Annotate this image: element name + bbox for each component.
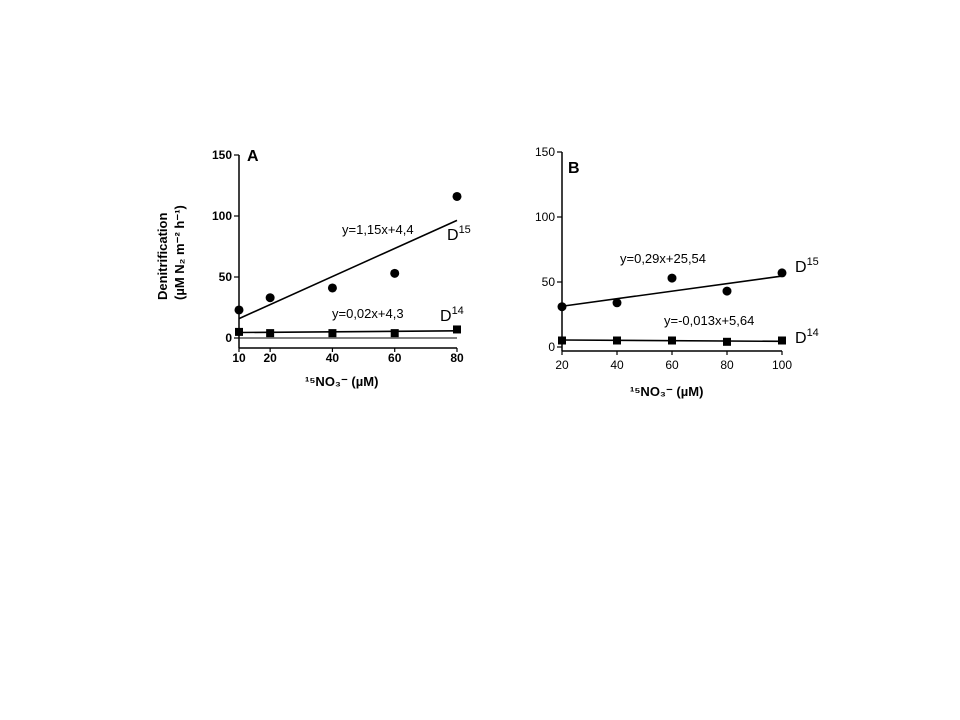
panel-a-d14-fit-line xyxy=(238,330,458,334)
panel-b-d15-point xyxy=(722,286,732,296)
panel-a-ytick-label: 100 xyxy=(212,209,232,223)
panel-a-d14-point xyxy=(328,329,337,338)
panel-a-xtick-label: 80 xyxy=(450,351,464,365)
panel-a-d15-point xyxy=(265,293,275,303)
panel-b-d14-point xyxy=(558,336,566,345)
panel-b-d15-equation: y=0,29x+25,54 xyxy=(620,251,706,266)
panel-b-d15-label: D15 xyxy=(795,256,819,276)
panel-a-d15-equation: y=1,15x+4,4 xyxy=(342,222,414,237)
panel-b-xtick-label: 80 xyxy=(720,358,734,372)
panel-b-ytick-label: 50 xyxy=(542,275,556,289)
panel-a-d15-point xyxy=(390,268,400,278)
panel-b-xtick-label: 40 xyxy=(610,358,624,372)
panel-a-d14-point xyxy=(390,329,399,338)
panel-b-d15-point xyxy=(557,302,567,312)
panel-a-d14-equation: y=0,02x+4,3 xyxy=(332,306,404,321)
panel-a-xtick-label: 20 xyxy=(263,351,277,365)
panel-b-xtick-label: 100 xyxy=(772,358,792,372)
panel-a-d14-point xyxy=(235,327,243,336)
panel-a-ytick-label: 0 xyxy=(225,331,232,345)
panel-a-xlabel: ¹⁵NO₃⁻ (µM) xyxy=(305,374,378,389)
panel-a-ytick-label: 150 xyxy=(212,148,232,162)
panel-b-d14-equation: y=-0,013x+5,64 xyxy=(664,313,754,328)
panel-a-d14-label: D14 xyxy=(440,305,464,325)
panel-a-d15-point xyxy=(452,191,462,201)
panel-b-xtick-label: 20 xyxy=(555,358,569,372)
panel-a-ytick-label: 50 xyxy=(219,270,233,284)
panel-a-xtick-label: 10 xyxy=(232,351,246,365)
panel-b-d15-point xyxy=(612,298,622,308)
panel-b-d15-point xyxy=(777,268,787,278)
panel-b-xtick-label: 60 xyxy=(665,358,679,372)
panel-b-ytick-label: 150 xyxy=(535,145,555,159)
panel-a: A Denitrification (µM N₂ m⁻² h⁻¹) ¹⁵NO₃⁻… xyxy=(155,148,471,389)
panel-a-d15-label: D15 xyxy=(447,224,471,244)
panel-b-ytick-label: 100 xyxy=(535,210,555,224)
panel-b-d14-label: D14 xyxy=(795,327,819,347)
panel-a-d15-point xyxy=(234,305,244,315)
panel-a-label: A xyxy=(247,148,259,165)
panel-a-ylabel-line1: Denitrification xyxy=(155,213,170,300)
panel-b: B ¹⁵NO₃⁻ (µM) 0 50 100 150 20 40 60 80 100 y=0,29… xyxy=(535,145,819,399)
panel-b-d14-point xyxy=(778,336,786,345)
panel-a-d14-point xyxy=(266,329,275,338)
panel-a-d14-point xyxy=(453,325,461,334)
panel-a-xtick-label: 60 xyxy=(388,351,402,365)
panel-a-ylabel-line2: (µM N₂ m⁻² h⁻¹) xyxy=(172,205,187,300)
panel-b-xlabel: ¹⁵NO₃⁻ (µM) xyxy=(630,384,703,399)
panel-b-d15-fit-line xyxy=(561,275,783,308)
panel-a-d15-fit-line xyxy=(238,219,458,320)
panel-b-d14-point xyxy=(613,336,621,345)
panel-a-xtick-label: 40 xyxy=(326,351,340,365)
panel-b-d15-point xyxy=(667,273,677,283)
panel-b-ytick-label: 0 xyxy=(548,340,555,354)
panel-b-d14-point xyxy=(723,337,731,346)
panel-b-label: B xyxy=(568,160,580,177)
panel-b-d14-point xyxy=(668,336,676,345)
panel-a-d15-point xyxy=(327,283,337,293)
